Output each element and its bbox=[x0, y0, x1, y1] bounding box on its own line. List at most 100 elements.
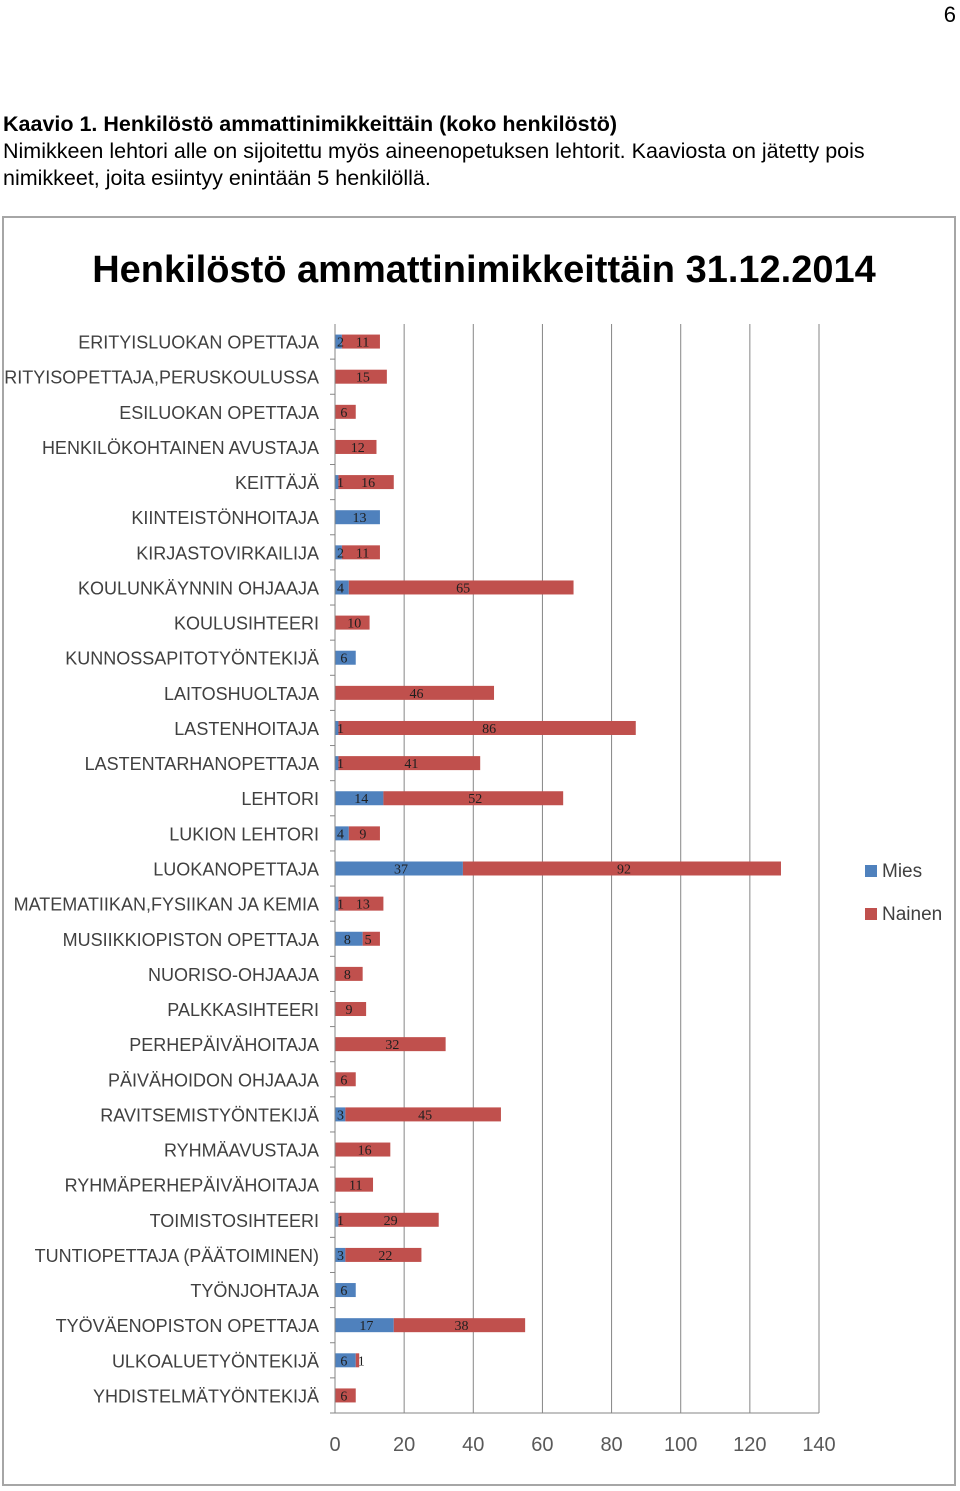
data-label: 1 bbox=[358, 1354, 365, 1369]
legend-swatch-mies bbox=[865, 865, 877, 877]
bar-nainen bbox=[348, 826, 380, 841]
category-label: TOIMISTOSIHTEERI bbox=[150, 1211, 319, 1231]
data-label: 92 bbox=[617, 863, 631, 878]
bar-nainen bbox=[338, 756, 481, 771]
data-label: 45 bbox=[418, 1108, 432, 1123]
bar-mies bbox=[335, 791, 384, 806]
bar-nainen bbox=[338, 475, 394, 490]
bar-mies bbox=[335, 931, 363, 946]
data-label: 6 bbox=[340, 1284, 347, 1299]
bar-mies bbox=[335, 756, 339, 771]
data-label: 9 bbox=[359, 827, 366, 842]
chart-frame: Henkilöstö ammattinimikkeittäin 31.12.20… bbox=[2, 216, 956, 1486]
bar-nainen bbox=[335, 1177, 374, 1192]
bar-mies bbox=[335, 334, 342, 349]
data-label: 1 bbox=[337, 898, 344, 913]
category-label: LASTENTARHANOPETTAJA bbox=[85, 754, 319, 774]
bar-mies bbox=[335, 1353, 356, 1368]
bar-mies bbox=[335, 1212, 339, 1227]
bar-mies bbox=[335, 1247, 346, 1262]
caption-title: Kaavio 1. Henkilöstö ammattinimikkeittäi… bbox=[3, 112, 618, 136]
data-label: 38 bbox=[454, 1319, 468, 1334]
bar-nainen bbox=[462, 861, 781, 876]
category-label: KEITTÄJÄ bbox=[235, 473, 319, 493]
category-label: ERITYISOPETTAJA,PERUSKOULUSSA bbox=[4, 368, 319, 388]
data-label: 29 bbox=[384, 1214, 398, 1229]
data-label: 1 bbox=[337, 722, 344, 737]
axes: 0 20 40 60 80 100 120 140 ERITYISLUOKAN OPETTAJA… bbox=[4, 324, 836, 1456]
data-label: 2 bbox=[337, 336, 344, 351]
bar-nainen bbox=[335, 966, 363, 981]
legend-label: Nainen bbox=[882, 904, 942, 925]
bar-nainen bbox=[355, 1353, 360, 1368]
bar-nainen bbox=[335, 404, 356, 419]
data-label: 86 bbox=[482, 722, 496, 737]
bars bbox=[335, 334, 781, 1403]
data-label: 10 bbox=[347, 617, 361, 632]
data-label: 32 bbox=[385, 1038, 399, 1053]
category-label: ULKOALUETYÖNTEKIJÄ bbox=[112, 1351, 319, 1371]
category-label: LAITOSHUOLTAJA bbox=[164, 684, 319, 704]
category-label: RYHMÄPERHEPÄIVÄHOITAJA bbox=[65, 1176, 319, 1196]
bar-mies bbox=[335, 896, 339, 911]
x-tick-label: 40 bbox=[462, 1434, 484, 1456]
data-label: 3 bbox=[337, 1108, 344, 1123]
bar-nainen bbox=[335, 1037, 446, 1052]
bar-nainen bbox=[341, 334, 380, 349]
bar-nainen bbox=[383, 791, 564, 806]
category-label: LUKION LEHTORI bbox=[169, 824, 319, 844]
bar-nainen bbox=[338, 896, 384, 911]
data-label: 16 bbox=[358, 1144, 372, 1159]
bar-mies bbox=[335, 475, 339, 490]
bar-mies bbox=[335, 1318, 394, 1333]
chart-title: Henkilöstö ammattinimikkeittäin 31.12.20… bbox=[92, 249, 876, 291]
data-label: 9 bbox=[346, 1003, 353, 1018]
bar-nainen bbox=[335, 1142, 391, 1157]
data-label: 37 bbox=[394, 863, 408, 878]
data-label: 41 bbox=[404, 757, 418, 772]
category-label: ESILUOKAN OPETTAJA bbox=[119, 403, 319, 423]
bar-nainen bbox=[335, 615, 370, 630]
x-tick-label: 20 bbox=[393, 1434, 415, 1456]
data-label: 52 bbox=[468, 792, 482, 807]
data-label: 6 bbox=[340, 406, 347, 421]
category-label: TUNTIOPETTAJA (PÄÄTOIMINEN) bbox=[35, 1246, 319, 1266]
bar-nainen bbox=[335, 439, 377, 454]
category-label: YHDISTELMÄTYÖNTEKIJÄ bbox=[93, 1386, 319, 1406]
bar-mies bbox=[335, 1107, 346, 1122]
data-label: 17 bbox=[359, 1319, 373, 1334]
x-tick-label: 120 bbox=[733, 1434, 766, 1456]
bar-nainen bbox=[338, 1212, 439, 1227]
page-number: 6 bbox=[943, 2, 956, 27]
data-label: 13 bbox=[356, 898, 370, 913]
legend: Mies Nainen bbox=[865, 861, 942, 925]
bar-nainen bbox=[338, 720, 636, 735]
data-label: 6 bbox=[340, 1354, 347, 1369]
data-label: 2 bbox=[337, 546, 344, 561]
bar-nainen bbox=[335, 369, 387, 384]
category-label: MUSIIKKIOPISTON OPETTAJA bbox=[63, 930, 319, 950]
bar-nainen bbox=[362, 931, 380, 946]
bar-mies bbox=[335, 650, 356, 665]
x-tick-label: 60 bbox=[531, 1434, 553, 1456]
category-label: KIINTEISTÖNHOITAJA bbox=[131, 508, 319, 528]
data-label: 11 bbox=[349, 1179, 362, 1194]
data-label: 6 bbox=[340, 1389, 347, 1404]
legend-swatch-nainen bbox=[865, 908, 877, 920]
data-label: 14 bbox=[354, 792, 368, 807]
category-label: NUORISO-OHJAAJA bbox=[148, 965, 319, 985]
bar-nainen bbox=[335, 1002, 367, 1017]
category-label: KOULUSIHTEERI bbox=[174, 614, 319, 634]
figure-caption: Kaavio 1. Henkilöstö ammattinimikkeittäi… bbox=[3, 111, 958, 192]
data-label: 1 bbox=[337, 757, 344, 772]
category-label: PERHEPÄIVÄHOITAJA bbox=[129, 1035, 319, 1055]
data-label: 1 bbox=[337, 476, 344, 491]
legend-label: Mies bbox=[882, 861, 922, 882]
data-label: 15 bbox=[356, 371, 370, 386]
bar-nainen bbox=[345, 1107, 501, 1122]
bar-mies bbox=[335, 1283, 356, 1298]
data-label: 5 bbox=[365, 933, 372, 948]
category-label: KUNNOSSAPITOTYÖNTEKIJÄ bbox=[65, 649, 319, 669]
data-label: 6 bbox=[340, 1073, 347, 1088]
